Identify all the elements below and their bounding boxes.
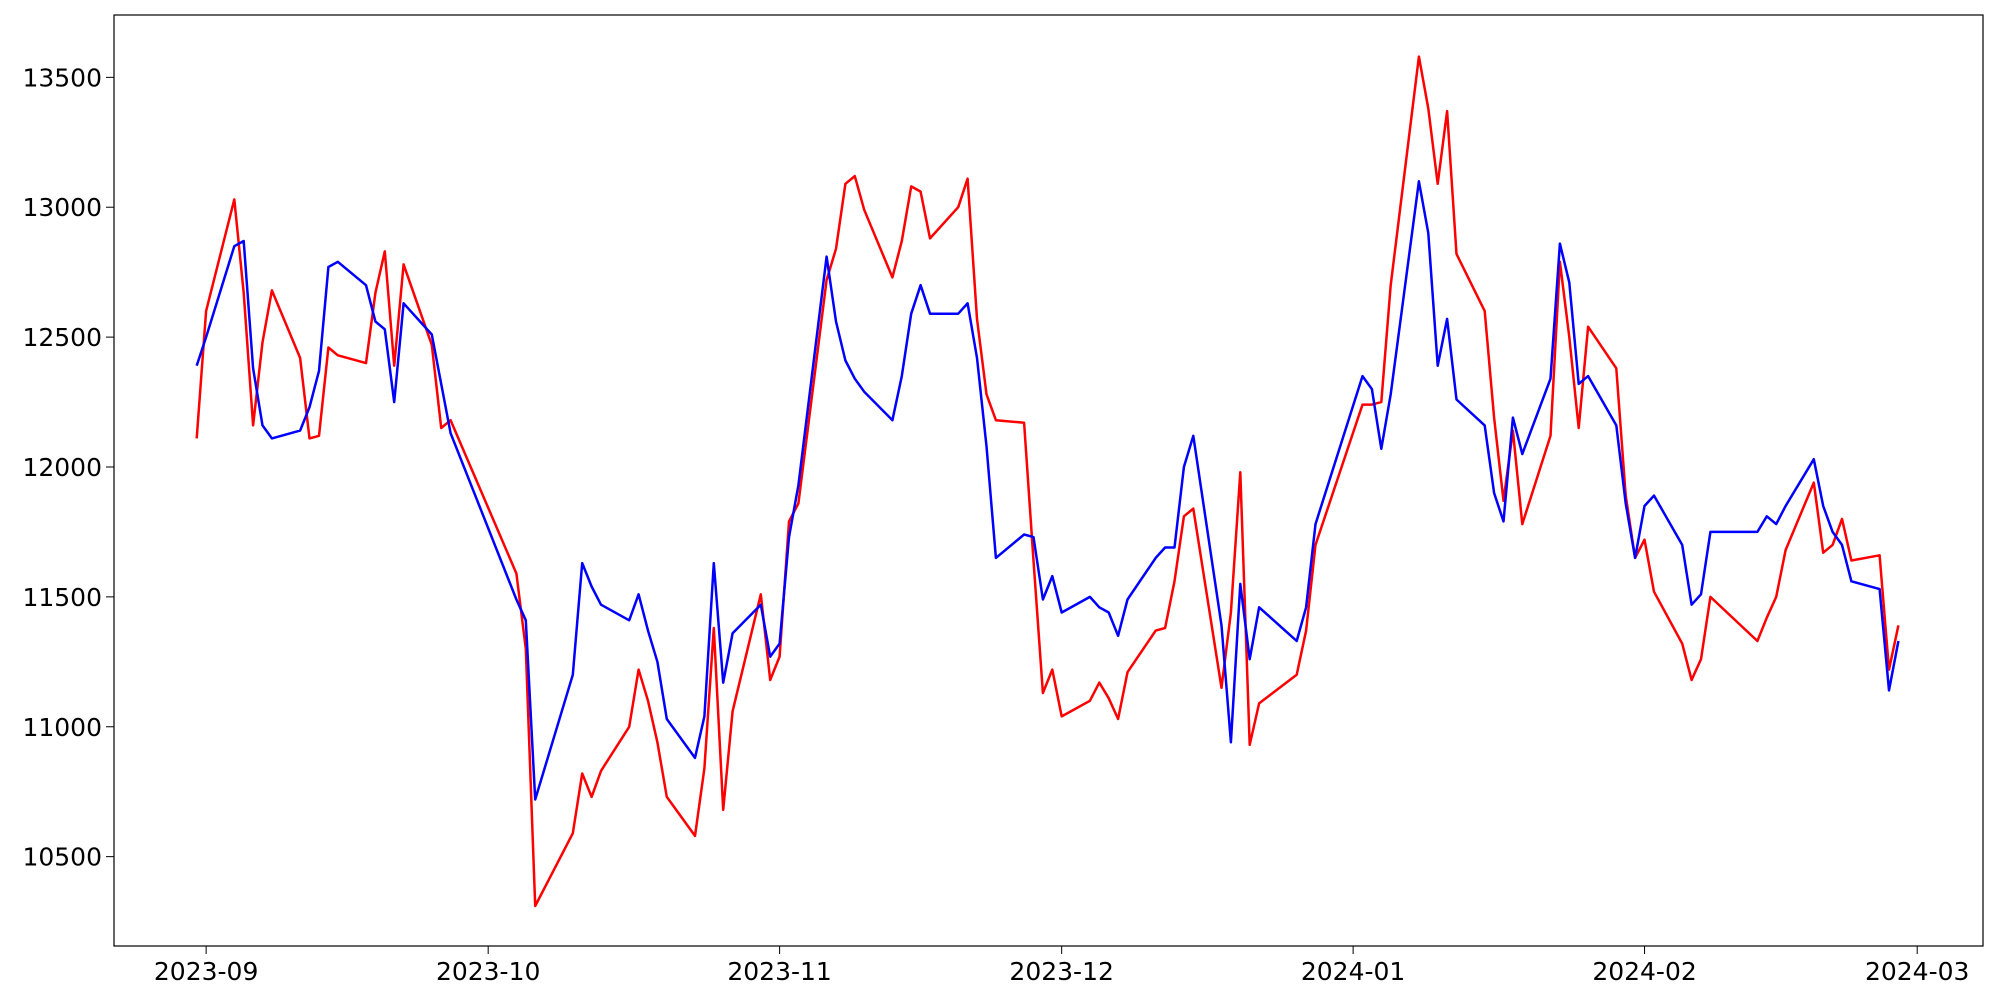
y-tick-label: 12000 <box>22 453 102 482</box>
line-series <box>195 180 1900 801</box>
y-tick-label: 11500 <box>22 583 102 612</box>
x-tick-label: 2023-11 <box>727 957 831 986</box>
y-tick-label: 13000 <box>22 193 102 222</box>
y-tick-label: 11000 <box>22 713 102 742</box>
x-tick-label: 2023-12 <box>1009 957 1113 986</box>
y-tick-label: 12500 <box>22 323 102 352</box>
y-tick-label: 10500 <box>22 843 102 872</box>
x-tick-label: 2023-09 <box>154 957 258 986</box>
y-tick-label: 13500 <box>22 63 102 92</box>
x-tick-label: 2023-10 <box>436 957 540 986</box>
line-series <box>195 55 1900 908</box>
x-tick-label: 2024-03 <box>1865 957 1969 986</box>
x-tick-label: 2024-02 <box>1592 957 1696 986</box>
plot-frame <box>113 14 1984 947</box>
x-tick-label: 2024-01 <box>1301 957 1405 986</box>
